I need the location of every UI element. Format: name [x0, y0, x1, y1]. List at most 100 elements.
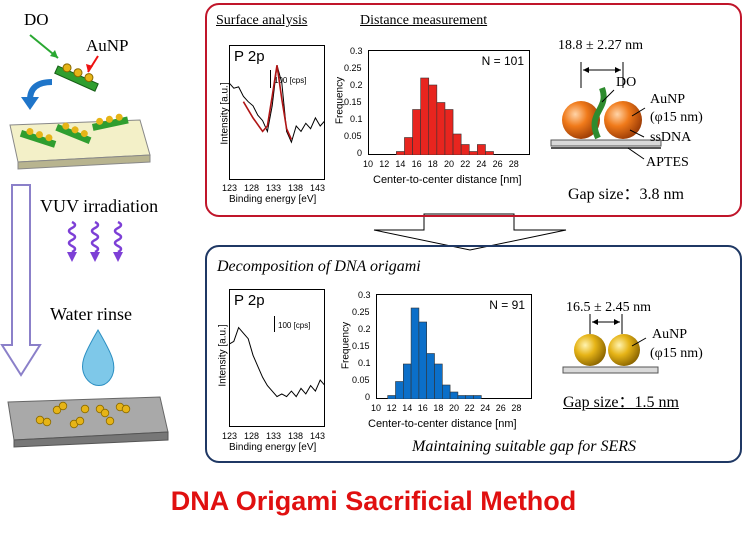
- ytick: 0: [365, 392, 371, 402]
- bottom-schematic: [562, 314, 659, 374]
- xtick: 24: [476, 159, 487, 169]
- vuv-label: VUV irradiation: [40, 196, 159, 216]
- top-hist-plot: [396, 77, 494, 155]
- bottom-xps-plot: [229, 326, 325, 398]
- histogram-bar: [420, 77, 430, 155]
- tick: 123: [222, 183, 238, 193]
- histogram-bar: [434, 363, 443, 399]
- xtick: 16: [417, 403, 428, 413]
- histogram-bar: [404, 137, 413, 155]
- tick: 143: [310, 183, 326, 193]
- distance-measurement-title: Distance measurement: [360, 13, 488, 28]
- bottom-xps-xlabel: Binding energy [eV]: [229, 442, 317, 453]
- top-xps-scale-bar: [270, 70, 271, 88]
- ytick: 0.15: [344, 97, 362, 107]
- histogram-bar: [485, 151, 494, 155]
- xtick: 28: [508, 159, 519, 169]
- ytick: 0.25: [352, 307, 370, 317]
- xtick: 18: [427, 159, 438, 169]
- xps-spectrum-line: [229, 326, 325, 398]
- bottom-xps-scale-bar: [274, 316, 275, 332]
- top-aptes-label: APTES: [646, 155, 689, 170]
- top-size-label: (φ15 nm): [650, 110, 703, 125]
- bottom-panel: [205, 245, 742, 463]
- histogram-bar: [402, 363, 412, 399]
- xps-fit-line: [242, 65, 293, 140]
- xtick: 24: [480, 403, 491, 413]
- xtick: 16: [411, 159, 422, 169]
- ytick: 0.1: [358, 358, 371, 368]
- xtick: 20: [449, 403, 460, 413]
- bottom-size-label: (φ15 nm): [650, 346, 703, 361]
- bottom-hist-n-label: N = 91: [489, 298, 525, 312]
- bottom-distance-value: 16.5 ± 2.45 nm: [566, 300, 652, 315]
- xtick: 14: [402, 403, 413, 413]
- bottom-xps-scale-label: 100 [cps]: [278, 321, 311, 330]
- histogram-bar: [396, 151, 405, 155]
- tick: 123: [222, 431, 238, 441]
- xtick: 28: [511, 403, 522, 413]
- histogram-bar: [395, 381, 404, 399]
- bottom-caption: Maintaining suitable gap for SERS: [412, 438, 636, 455]
- histogram-bar: [387, 395, 396, 399]
- top-distance-value: 18.8 ± 2.27 nm: [558, 38, 644, 53]
- xtick: 10: [371, 403, 382, 413]
- bottom-aunp-label: AuNP: [652, 327, 688, 342]
- histogram-bar: [436, 102, 446, 155]
- tick: 133: [266, 431, 282, 441]
- xtick: 12: [379, 159, 390, 169]
- bottom-panel-title: Decomposition of DNA origami: [217, 258, 421, 275]
- ytick: 0.25: [344, 63, 362, 73]
- top-xps-xlabel: Binding energy [eV]: [229, 194, 317, 205]
- do-label: DO: [24, 10, 49, 29]
- ytick: 0.1: [350, 114, 363, 124]
- xtick: 18: [433, 403, 444, 413]
- histogram-bar: [428, 84, 438, 155]
- surface-analysis-title: Surface analysis: [216, 13, 308, 28]
- top-xps-chart: P 2p 100 [cps]: [229, 45, 325, 180]
- bottom-hist-ylabel: Frequency: [340, 321, 352, 370]
- top-histogram: N = 101: [368, 50, 530, 155]
- bottom-gap-label: Gap size：1.5 nm: [563, 394, 679, 411]
- top-hist-xlabel: Center-to-center distance [nm]: [373, 174, 522, 186]
- histogram-bar: [457, 395, 467, 399]
- top-xps-peak-label: P 2p: [234, 48, 265, 65]
- ytick: 0.2: [358, 324, 371, 334]
- top-panel: [205, 3, 742, 217]
- histogram-bar: [412, 109, 421, 155]
- top-gap-label: Gap size：3.8 nm: [568, 186, 684, 203]
- bottom-xps-peak-label: P 2p: [234, 292, 265, 309]
- tick: 143: [310, 431, 326, 441]
- top-xps-plot: [229, 65, 325, 144]
- ytick: 0.05: [352, 375, 370, 385]
- top-aunp-label: AuNP: [650, 92, 686, 107]
- bottom-hist-xlabel: Center-to-center distance [nm]: [368, 418, 517, 430]
- histogram-bar: [442, 384, 451, 399]
- histogram-bar: [473, 395, 482, 399]
- histogram-bar: [418, 321, 428, 399]
- ytick: 0.05: [344, 131, 362, 141]
- tick: 128: [244, 183, 260, 193]
- histogram-bar: [460, 144, 470, 155]
- ytick: 0.15: [352, 341, 370, 351]
- top-xps-scale-label: 100 [cps]: [274, 76, 307, 85]
- bottom-xps-ylabel: Intensity [a.u.]: [217, 324, 229, 387]
- xtick: 22: [464, 403, 475, 413]
- aunp-label: AuNP: [86, 36, 129, 55]
- ytick: 0.2: [350, 80, 363, 90]
- tick: 138: [288, 183, 304, 193]
- tick: 138: [288, 431, 304, 441]
- xtick: 26: [492, 159, 503, 169]
- histogram-bar: [465, 395, 474, 399]
- main-title: DNA Origami Sacrificial Method: [170, 486, 577, 516]
- top-hist-n-label: N = 101: [481, 54, 524, 68]
- xtick: 26: [495, 403, 506, 413]
- top-schematic: [550, 62, 662, 160]
- bottom-xps-chart: P 2p 100 [cps]: [229, 289, 325, 427]
- histogram-bar: [444, 109, 454, 155]
- histogram-bar: [426, 353, 435, 399]
- xtick: 20: [444, 159, 455, 169]
- rinse-label: Water rinse: [50, 304, 133, 324]
- bottom-hist-plot: [387, 307, 482, 399]
- histogram-bar: [410, 307, 420, 399]
